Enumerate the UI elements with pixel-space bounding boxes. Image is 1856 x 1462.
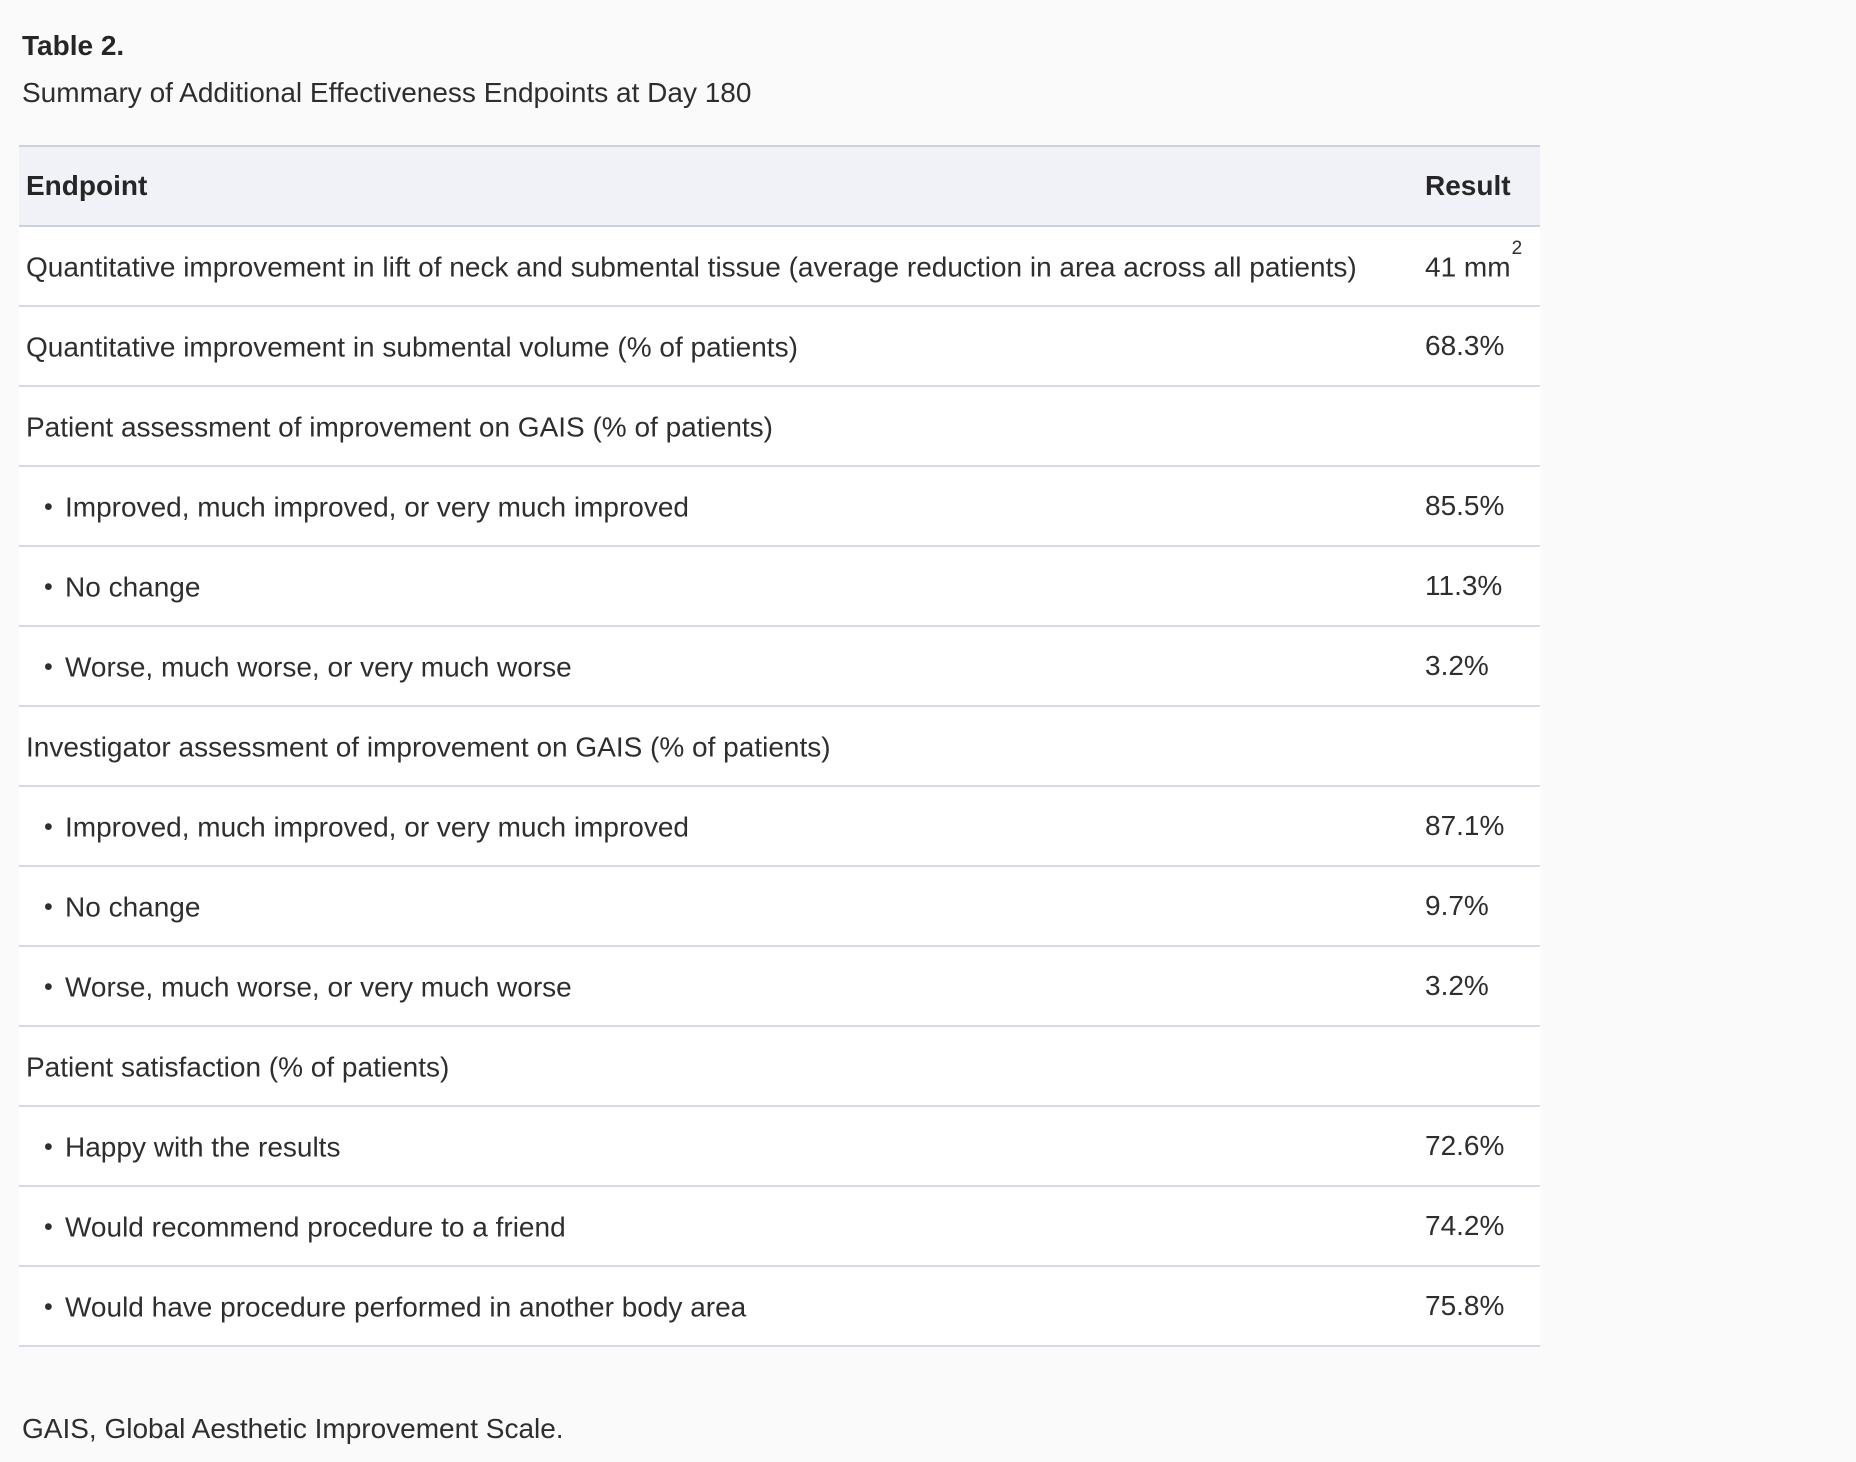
- result-value: 41 mm: [1425, 251, 1511, 283]
- table-row: • Happy with the results 72.6%: [19, 1106, 1540, 1188]
- endpoint-cell: Patient assessment of improvement on GAI…: [19, 386, 1408, 468]
- bullet-icon: •: [44, 652, 53, 681]
- table-row: • Worse, much worse, or very much worse 3.…: [19, 626, 1540, 708]
- result-cell: 3.2%: [1408, 946, 1540, 1028]
- result-cell: 9.7%: [1408, 866, 1540, 948]
- endpoint-cell: • Worse, much worse, or very much worse: [19, 946, 1408, 1028]
- result-cell: [1408, 386, 1540, 468]
- bullet-icon: •: [44, 1132, 53, 1161]
- bullet-icon: •: [44, 1212, 53, 1241]
- result-cell: [1408, 1026, 1540, 1108]
- endpoint-cell: • Worse, much worse, or very much worse: [19, 626, 1408, 708]
- endpoint-cell: • Happy with the results: [19, 1106, 1408, 1188]
- endpoint-text: Patient assessment of improvement on GAI…: [26, 411, 774, 443]
- endpoint-text: Would have procedure performed in anothe…: [65, 1291, 747, 1323]
- table-body: Quantitative improvement in lift of neck…: [19, 226, 1540, 1348]
- result-cell: 72.6%: [1408, 1106, 1540, 1188]
- endpoint-text: Worse, much worse, or very much worse: [65, 971, 572, 1003]
- column-header-result: Result: [1408, 145, 1540, 228]
- table-footnote: GAIS, Global Aesthetic Improvement Scale…: [22, 1413, 564, 1445]
- endpoint-cell: • Improved, much improved, or very much i…: [19, 786, 1408, 868]
- table-row: • Would have procedure performed in anoth…: [19, 1266, 1540, 1348]
- bullet-icon: •: [44, 812, 53, 841]
- result-cell: 74.2%: [1408, 1186, 1540, 1268]
- table-row: Quantitative improvement in lift of neck…: [19, 226, 1540, 308]
- endpoint-cell: • No change: [19, 546, 1408, 628]
- table-caption: Summary of Additional Effectiveness Endp…: [22, 77, 752, 108]
- result-value: 72.6%: [1425, 1130, 1505, 1162]
- result-cell: 3.2%: [1408, 626, 1540, 708]
- result-cell: 85.5%: [1408, 466, 1540, 548]
- endpoint-text: Patient satisfaction (% of patients): [26, 1051, 450, 1083]
- result-value: 11.3%: [1425, 570, 1503, 602]
- endpoint-text: Improved, much improved, or very much im…: [65, 491, 689, 523]
- endpoint-cell: Investigator assessment of improvement o…: [19, 706, 1408, 788]
- bullet-icon: •: [44, 892, 53, 921]
- bullet-icon: •: [44, 1292, 53, 1321]
- endpoint-text: Happy with the results: [65, 1131, 341, 1163]
- result-value: 9.7%: [1425, 890, 1489, 922]
- result-value: 3.2%: [1425, 970, 1489, 1002]
- endpoint-text: Quantitative improvement in lift of neck…: [26, 251, 1357, 283]
- result-superscript: 2: [1511, 237, 1523, 259]
- result-value: 74.2%: [1425, 1210, 1505, 1242]
- table-row: Quantitative improvement in submental vo…: [19, 306, 1540, 388]
- effectiveness-endpoints-table: Endpoint Result Quantitative improvement…: [19, 145, 1540, 1348]
- endpoint-cell: Quantitative improvement in submental vo…: [19, 306, 1408, 388]
- table-number-label: Table 2.: [22, 30, 125, 61]
- table-row: • Would recommend procedure to a friend 74…: [19, 1186, 1540, 1268]
- bullet-icon: •: [44, 572, 53, 601]
- endpoint-text: No change: [65, 891, 201, 923]
- endpoint-text: Quantitative improvement in submental vo…: [26, 331, 798, 363]
- bullet-icon: •: [44, 492, 53, 521]
- bullet-icon: •: [44, 972, 53, 1001]
- endpoint-text: Would recommend procedure to a friend: [65, 1211, 566, 1243]
- endpoint-cell: Quantitative improvement in lift of neck…: [19, 226, 1408, 308]
- endpoint-text: Investigator assessment of improvement o…: [26, 731, 831, 763]
- endpoint-cell: • Would recommend procedure to a friend: [19, 1186, 1408, 1268]
- table-row: Patient assessment of improvement on GAI…: [19, 386, 1540, 468]
- result-value: 3.2%: [1425, 650, 1489, 682]
- result-cell: [1408, 706, 1540, 788]
- result-value: 87.1%: [1425, 810, 1505, 842]
- endpoint-text: Worse, much worse, or very much worse: [65, 651, 572, 683]
- endpoint-cell: • Would have procedure performed in anoth…: [19, 1266, 1408, 1348]
- result-value: 75.8%: [1425, 1290, 1505, 1322]
- result-cell: 75.8%: [1408, 1266, 1540, 1348]
- header-row: Endpoint Result: [19, 145, 1540, 228]
- table-row: • Improved, much improved, or very much i…: [19, 466, 1540, 548]
- column-header-endpoint: Endpoint: [19, 145, 1408, 228]
- endpoint-cell: Patient satisfaction (% of patients): [19, 1026, 1408, 1108]
- table-row: • Improved, much improved, or very much i…: [19, 786, 1540, 868]
- table-row: • No change 11.3%: [19, 546, 1540, 628]
- result-cell: 11.3%: [1408, 546, 1540, 628]
- table-row: • No change 9.7%: [19, 866, 1540, 948]
- result-value: 85.5%: [1425, 490, 1505, 522]
- endpoint-cell: • No change: [19, 866, 1408, 948]
- endpoint-text: No change: [65, 571, 201, 603]
- table-row: Patient satisfaction (% of patients): [19, 1026, 1540, 1108]
- table-row: • Worse, much worse, or very much worse 3.…: [19, 946, 1540, 1028]
- table-row: Investigator assessment of improvement o…: [19, 706, 1540, 788]
- endpoint-text: Improved, much improved, or very much im…: [65, 811, 689, 843]
- table-header: Endpoint Result: [19, 145, 1540, 228]
- result-value: 68.3%: [1425, 330, 1505, 362]
- result-cell: 87.1%: [1408, 786, 1540, 868]
- result-cell: 41 mm2: [1408, 226, 1540, 308]
- endpoint-cell: • Improved, much improved, or very much i…: [19, 466, 1408, 548]
- result-cell: 68.3%: [1408, 306, 1540, 388]
